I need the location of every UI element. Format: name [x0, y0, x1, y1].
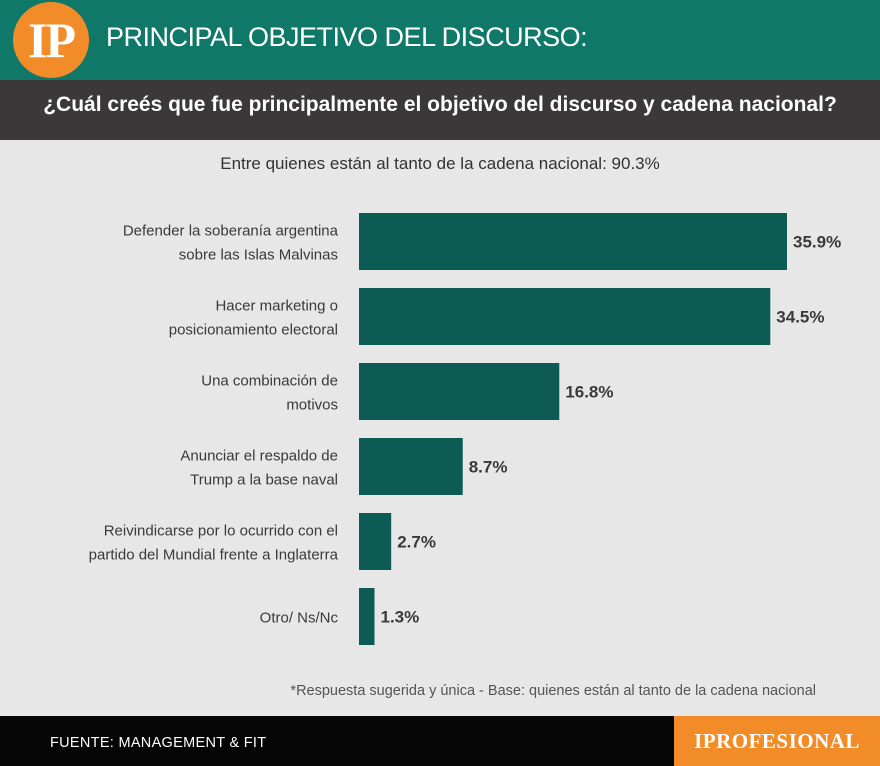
- category-label-2-line-1: Hacer marketing o: [215, 298, 338, 315]
- value-label-6: 1.3%: [380, 608, 419, 627]
- question-bar: [0, 80, 880, 140]
- page-title: PRINCIPAL OBJETIVO DEL DISCURSO:: [106, 22, 588, 52]
- category-label-5-line-2: partido del Mundial frente a Inglaterra: [89, 547, 339, 564]
- category-label-3-line-2: motivos: [286, 397, 338, 414]
- chart-subtitle: Entre quienes están al tanto de la caden…: [220, 154, 660, 173]
- category-label-4-line-1: Anunciar el respaldo de: [180, 448, 338, 465]
- value-label-4: 8.7%: [469, 458, 508, 477]
- bar-6: [359, 588, 375, 645]
- bar-5: [359, 513, 392, 570]
- category-label-2-line-2: posicionamiento electoral: [169, 322, 338, 339]
- category-label-1-line-1: Defender la soberanía argentina: [123, 223, 339, 240]
- header-bar: [0, 0, 880, 80]
- category-label-4-line-2: Trump a la base naval: [190, 472, 338, 489]
- brand-logo: IPROFESIONAL: [674, 716, 880, 766]
- value-label-2: 34.5%: [776, 308, 824, 327]
- value-label-5: 2.7%: [397, 533, 436, 552]
- category-label-3-line-1: Una combinación de: [201, 373, 338, 390]
- bar-chart: 35.9% Defender la soberanía argentina sobr…: [89, 213, 841, 645]
- logo-text: IP: [28, 12, 76, 68]
- source-text: FUENTE: MANAGEMENT & FIT: [50, 735, 267, 751]
- bar-2: [359, 288, 771, 345]
- footnote: *Respuesta sugerida y única - Base: quie…: [290, 683, 816, 699]
- category-label-1-line-2: sobre las Islas Malvinas: [179, 247, 338, 264]
- category-label-6-line-1: Otro/ Ns/Nc: [260, 610, 339, 627]
- value-label-1: 35.9%: [793, 233, 841, 252]
- bar-4: [359, 438, 463, 495]
- question-text: ¿Cuál creés que fue principalmente el ob…: [43, 93, 837, 116]
- value-label-3: 16.8%: [565, 383, 613, 402]
- bar-1: [359, 213, 787, 270]
- brand-text: IPROFESIONAL: [694, 729, 860, 753]
- bar-3: [359, 363, 560, 420]
- category-label-5-line-1: Reivindicarse por lo ocurrido con el: [104, 523, 338, 540]
- ip-logo: IP: [13, 2, 89, 78]
